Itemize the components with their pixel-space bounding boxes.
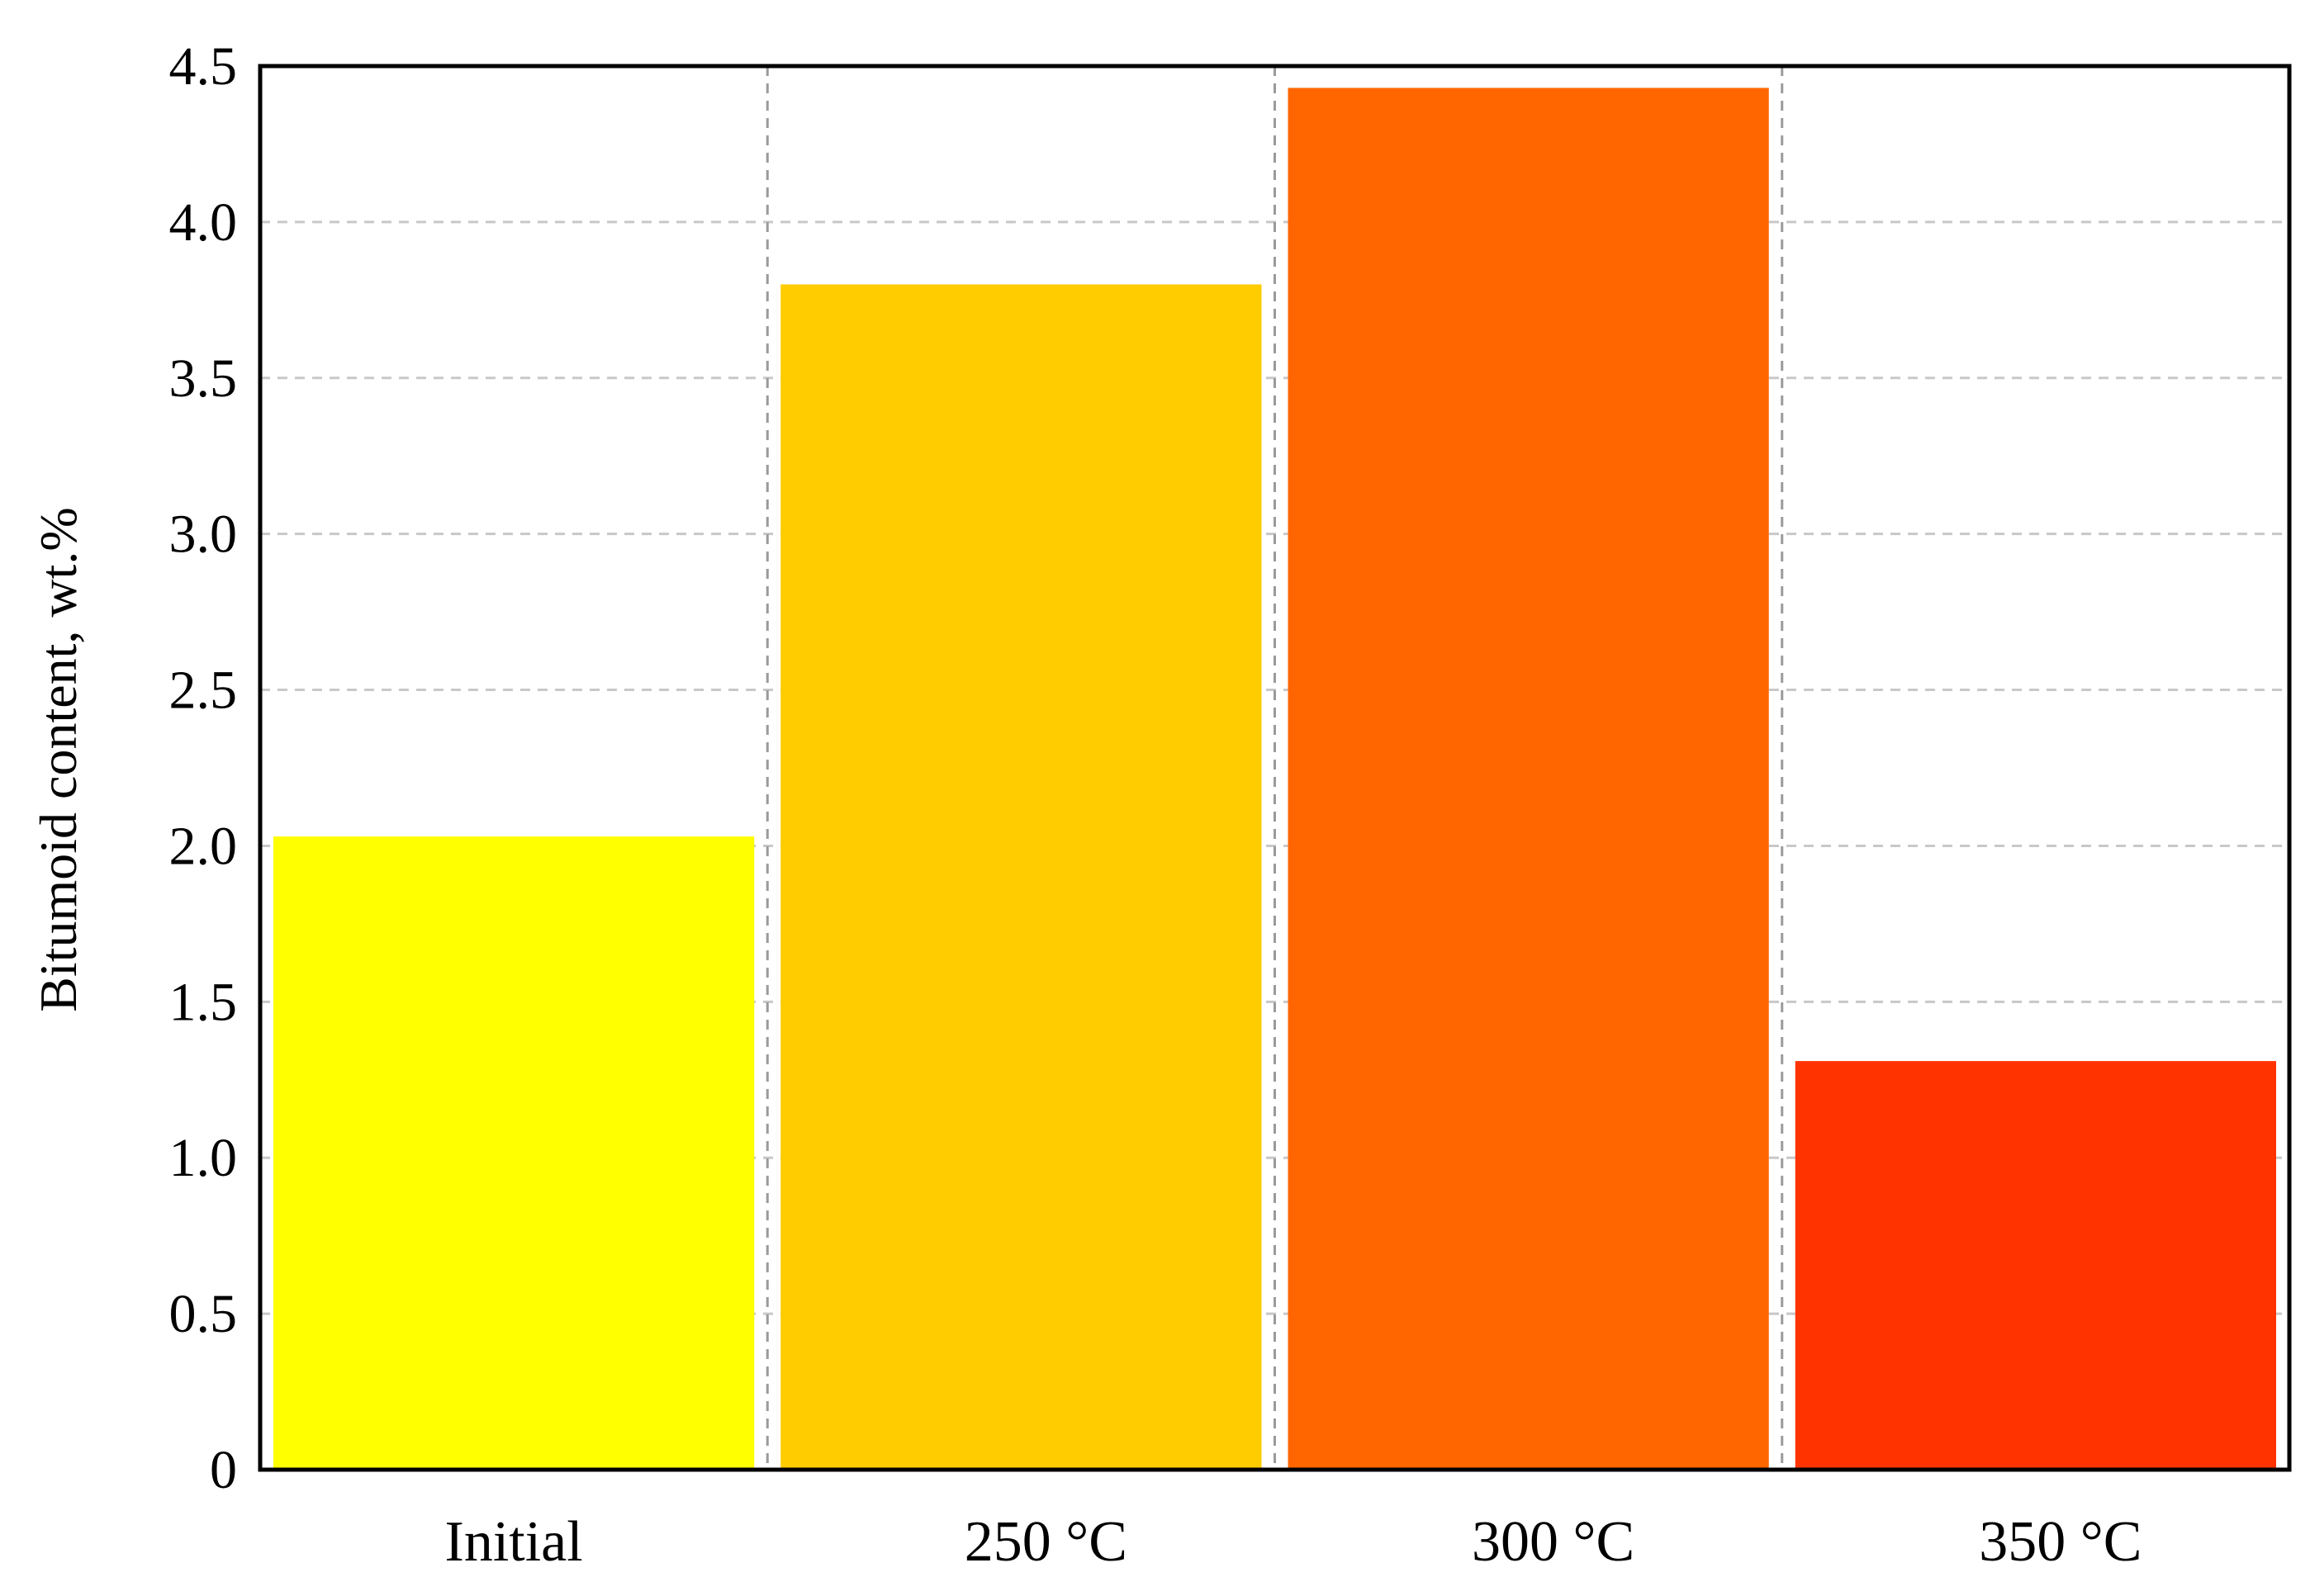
x-tick-label-1: 250 °C bbox=[965, 1510, 1127, 1574]
y-tick-label-5: 2.5 bbox=[169, 661, 238, 721]
y-tick-label-8: 4.0 bbox=[169, 192, 238, 253]
x-tick-label-3: 350 °C bbox=[1979, 1510, 2142, 1574]
y-tick-label-4: 2.0 bbox=[169, 816, 238, 876]
y-tick-label-2: 1.0 bbox=[169, 1128, 238, 1188]
y-tick-label-9: 4.5 bbox=[169, 36, 238, 97]
y-axis-label: Bitumoid content, wt.% bbox=[29, 507, 88, 1012]
bar-2 bbox=[1288, 88, 1769, 1470]
bar-3 bbox=[1795, 1061, 2276, 1470]
y-tick-label-1: 0.5 bbox=[169, 1284, 238, 1344]
y-axis-ticks: 0 0.5 1.0 1.5 2.0 2.5 3.0 3.5 4.0 4.5 bbox=[169, 36, 238, 1500]
y-tick-label-6: 3.0 bbox=[169, 504, 238, 565]
x-tick-label-0: Initial bbox=[445, 1510, 583, 1574]
plot-frame bbox=[258, 64, 2292, 1472]
y-tick-label-3: 1.5 bbox=[169, 972, 238, 1032]
x-axis-ticks: Initial 250 °C 300 °C 350 °C bbox=[445, 1510, 2142, 1574]
y-tick-label-0: 0 bbox=[210, 1440, 237, 1500]
y-tick-label-7: 3.5 bbox=[169, 348, 238, 409]
bars-layer bbox=[273, 88, 2276, 1470]
x-tick-label-2: 300 °C bbox=[1472, 1510, 1634, 1574]
bar-0 bbox=[273, 836, 755, 1470]
bar-1 bbox=[780, 284, 1262, 1470]
